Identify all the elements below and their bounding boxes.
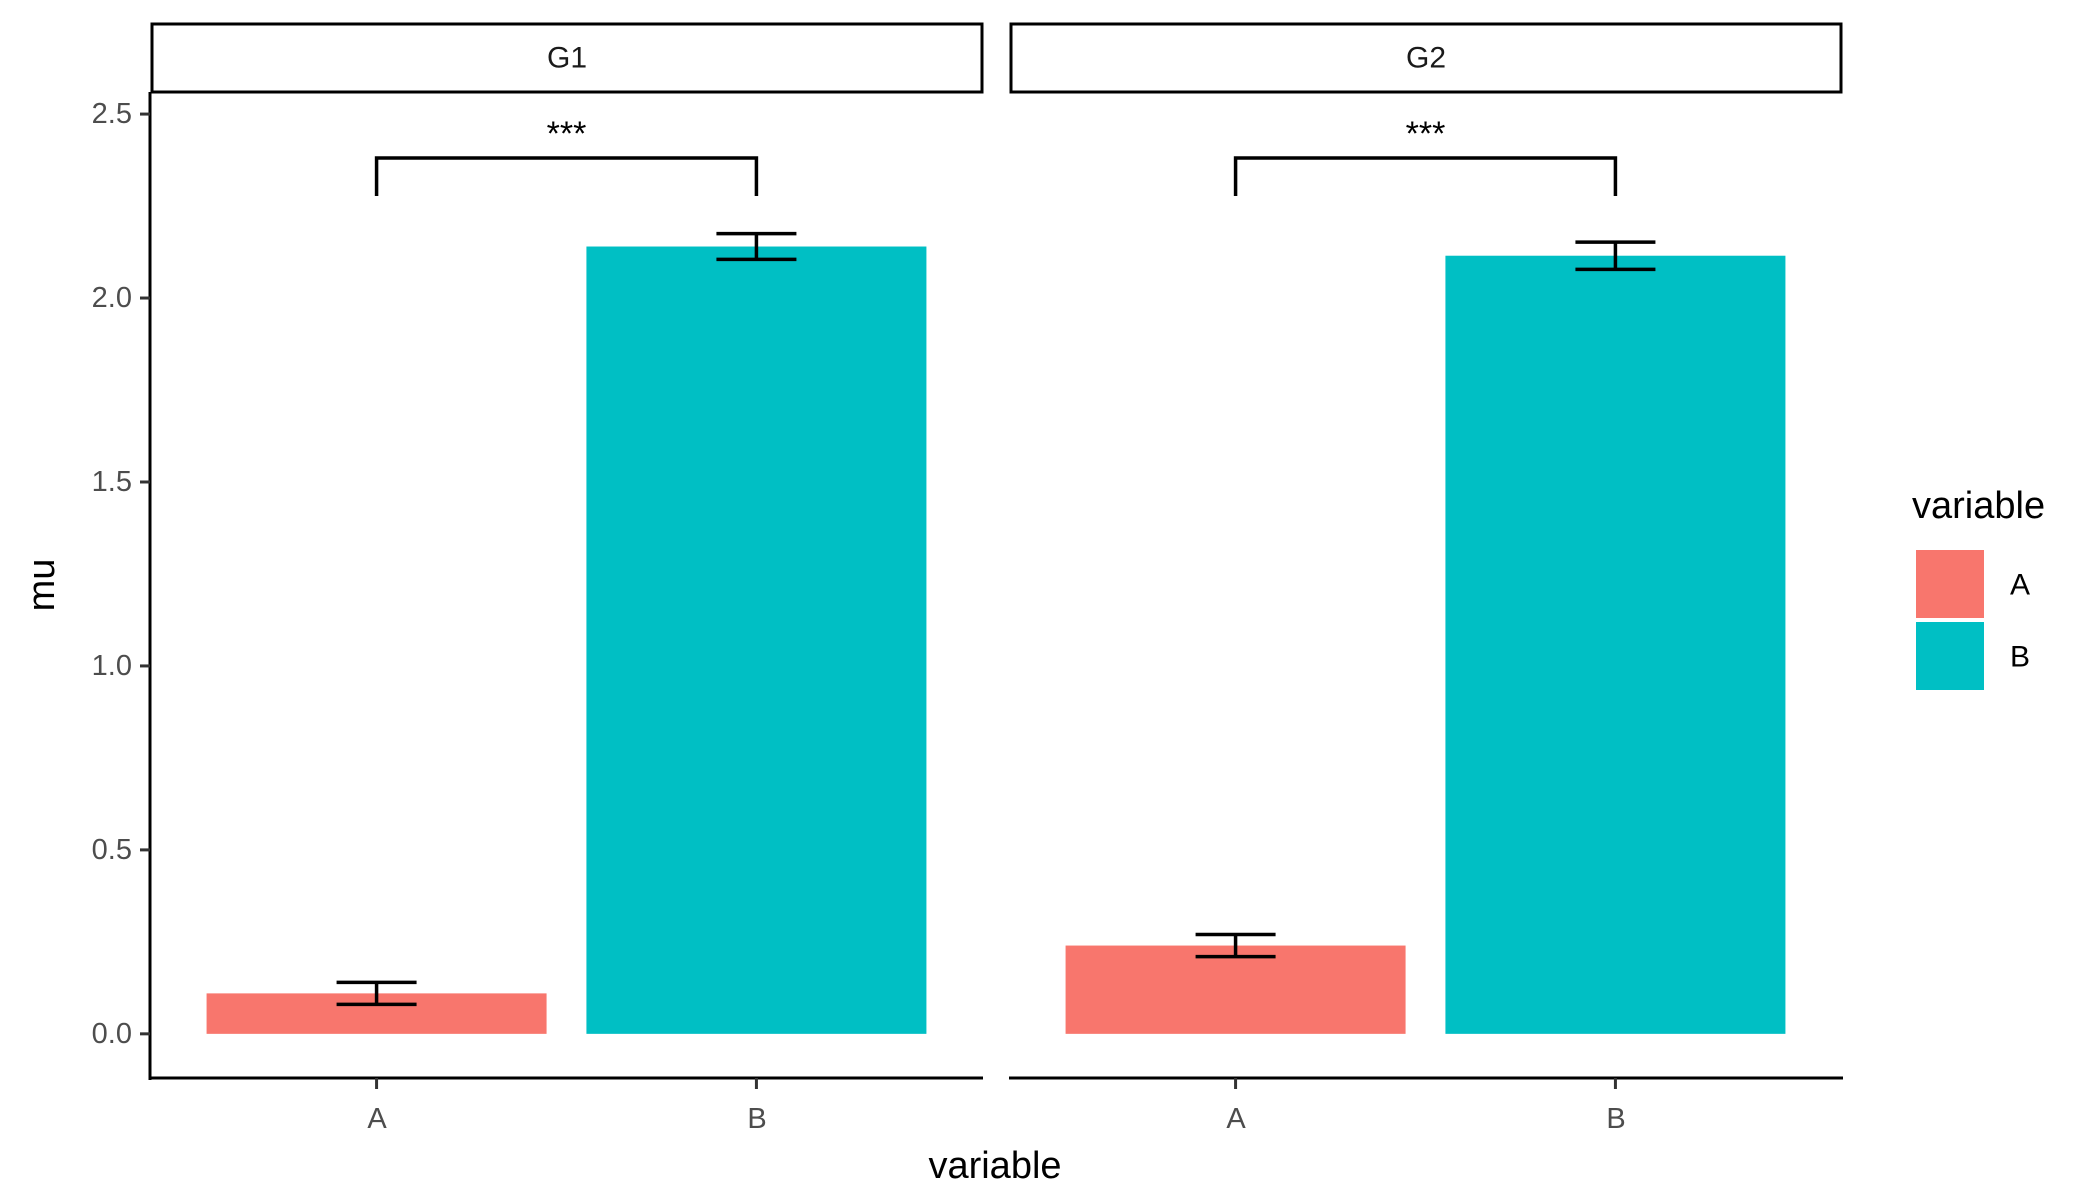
legend-label-b: B	[2010, 641, 2030, 674]
y-tick-label: 0.0	[92, 1018, 132, 1050]
facet-panel-g2: G2 *** A B	[1009, 22, 1843, 1135]
strip-label-g2: G2	[1406, 42, 1446, 75]
bar-g2-a	[1065, 945, 1406, 1034]
error-bar-g2-a	[1195, 932, 1276, 959]
x-tick-label-g2-b: B	[1606, 1103, 1625, 1135]
legend-swatch-b	[1916, 622, 1984, 690]
significance-label-g2: ***	[1406, 115, 1446, 153]
y-ticks: 0.0 0.5 1.0 1.5 2.0 2.5	[92, 98, 150, 1050]
significance-bracket-line	[374, 156, 759, 196]
marks-g1: ***	[206, 115, 927, 1089]
y-tick-label: 1.5	[92, 466, 132, 498]
legend-label-a: A	[2010, 569, 2030, 602]
x-tick-label-g2-a: A	[1226, 1103, 1246, 1135]
bar-g1-b	[586, 246, 927, 1034]
x-tick-label-g1-b: B	[747, 1103, 766, 1135]
error-bar-g1-a	[336, 980, 417, 1007]
y-tick-label: 1.0	[92, 650, 132, 682]
y-tick-label: 2.5	[92, 98, 132, 130]
strip-g2	[1009, 22, 1843, 94]
x-tick-label-g1-a: A	[367, 1103, 387, 1135]
x-axis-title: variable	[928, 1145, 1061, 1187]
y-tick-label: 0.5	[92, 834, 132, 866]
legend-title: variable	[1912, 485, 2045, 527]
y-tick-label: 2.0	[92, 282, 132, 314]
marks-g2: ***	[1065, 115, 1786, 1089]
error-bar-g2-b	[1575, 240, 1656, 272]
significance-label-g1: ***	[547, 115, 587, 153]
legend-swatch-a	[1916, 550, 1984, 618]
significance-bracket-line	[1233, 156, 1618, 196]
error-bar-g1-b	[716, 231, 797, 262]
y-axis-title: mu	[21, 559, 63, 612]
legend: variable A B	[1912, 485, 2045, 690]
significance-bracket-g2: ***	[1233, 115, 1618, 196]
significance-bracket-g1: ***	[374, 115, 759, 196]
strip-g1	[150, 22, 984, 94]
strip-label-g1: G1	[547, 42, 587, 75]
facet-panel-g1: G1 *** A B	[150, 22, 984, 1135]
bar-g2-b	[1445, 255, 1786, 1034]
y-axis: 0.0 0.5 1.0 1.5 2.0 2.5	[92, 92, 152, 1080]
